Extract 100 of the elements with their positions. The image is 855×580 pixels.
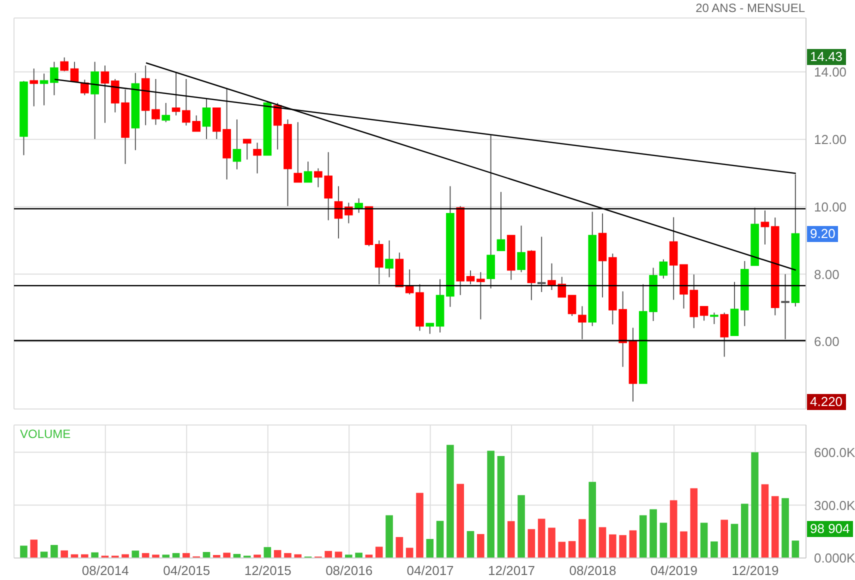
bar [416, 492, 424, 558]
chart-title: VOLUME [20, 427, 71, 441]
bar [334, 552, 342, 558]
bar [670, 500, 678, 558]
candlestick [162, 102, 170, 123]
y-tick-label: 8.00 [814, 266, 840, 282]
candlestick [710, 312, 718, 325]
bar [761, 484, 769, 558]
x-tick-label: 12/2017 [488, 563, 536, 578]
y-tick-label: 300.0K [814, 498, 855, 513]
candlestick [152, 78, 160, 126]
bar [528, 529, 536, 558]
bar [30, 540, 38, 558]
candlestick [40, 73, 48, 106]
x-tick-label: 12/2015 [244, 563, 292, 578]
candlestick [517, 225, 526, 273]
bar [162, 554, 170, 558]
bar [264, 547, 272, 558]
candlestick [172, 72, 180, 116]
bar [619, 535, 626, 558]
bar [700, 522, 708, 558]
bar [680, 531, 688, 558]
bar [223, 552, 230, 558]
bar [386, 515, 393, 558]
y-tick-label: 0.000K [814, 550, 855, 566]
bar [456, 484, 464, 558]
bar [730, 524, 738, 558]
bar [558, 542, 566, 558]
bar [507, 521, 515, 558]
bar [710, 541, 718, 558]
candlestick [669, 216, 678, 300]
candlestick [476, 272, 485, 320]
candlestick [202, 98, 211, 140]
candlestick [537, 236, 546, 293]
x-tick-label: 04/2017 [406, 563, 454, 578]
bar [751, 452, 758, 558]
bar [660, 522, 668, 558]
x-tick-label: 04/2015 [163, 563, 210, 578]
bar [568, 541, 576, 558]
candlestick [70, 61, 79, 83]
y-tick-label: 14.00 [814, 64, 847, 80]
bar [182, 553, 190, 558]
bar [629, 530, 637, 558]
bar [588, 482, 596, 558]
bar [639, 515, 647, 558]
chart-title: 20 ANS - MENSUEL [696, 1, 805, 15]
bar [609, 534, 616, 558]
bar [720, 520, 728, 558]
bar [650, 509, 657, 558]
candlestick [486, 134, 495, 289]
y-tick-label: 600.0K [814, 444, 855, 460]
bar [598, 527, 606, 558]
candlestick [60, 56, 69, 72]
candlestick [242, 138, 252, 160]
bar [792, 540, 800, 558]
x-tick-label: 08/2018 [569, 563, 616, 578]
text: 14.43 [807, 49, 846, 65]
bar [60, 550, 68, 558]
bar [548, 528, 556, 558]
bar [466, 531, 474, 558]
bar [477, 534, 484, 558]
bar [274, 550, 282, 558]
y-tick-label: 10.00 [814, 199, 847, 214]
bar [91, 552, 98, 558]
bar [538, 518, 546, 558]
candlestick [374, 240, 384, 285]
bar [446, 444, 454, 558]
candlestick [568, 294, 576, 316]
bar [497, 456, 505, 558]
bar [690, 488, 698, 558]
bar [487, 450, 494, 558]
candlestick [253, 142, 262, 174]
bar [132, 550, 140, 558]
bar [40, 552, 48, 558]
text: 98 904 [807, 521, 853, 537]
candlestick [578, 306, 586, 340]
candlestick [385, 240, 394, 278]
y-tick-label: 6.00 [814, 334, 840, 350]
x-tick-label: 04/2019 [650, 563, 698, 578]
candlestick [90, 61, 99, 140]
x-tick-label: 08/2016 [326, 563, 373, 578]
candlestick [466, 270, 475, 285]
bar [771, 496, 779, 558]
candlestick [100, 65, 110, 124]
candlestick [304, 161, 312, 183]
text: 9.20 [807, 226, 838, 242]
bar [782, 498, 789, 558]
bar [426, 538, 434, 558]
bar [152, 554, 160, 558]
candlestick [50, 61, 58, 96]
bar [578, 519, 586, 558]
bar [20, 546, 28, 558]
y-tick-label: 12.00 [814, 132, 847, 147]
candlestick [720, 312, 729, 358]
bar [355, 552, 362, 558]
x-tick-label: 08/2014 [82, 563, 129, 578]
candlestick [700, 306, 708, 322]
bar [324, 550, 332, 558]
bar [50, 544, 58, 558]
candlestick [426, 322, 434, 334]
